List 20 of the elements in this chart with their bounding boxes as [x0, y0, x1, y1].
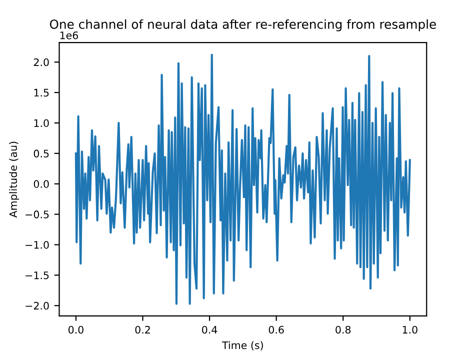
- y-tick-label: 0.0: [34, 180, 49, 188]
- x-tick-label: 0.2: [135, 326, 150, 334]
- x-tick-label: 1.0: [402, 326, 418, 334]
- x-tick-label: 0.8: [336, 326, 351, 334]
- y-tick-label: −0.5: [26, 210, 49, 218]
- x-tick-label: 0.0: [68, 326, 84, 334]
- x-tick-label: 0.4: [202, 326, 218, 334]
- x-tick-label: 0.6: [268, 326, 284, 334]
- y-tick-label: 0.5: [34, 150, 49, 158]
- y-tick-label: −1.5: [26, 272, 49, 280]
- chart-title: One channel of neural data after re-referencing from resample: [50, 19, 436, 32]
- y-axis-title: Amplitude (au): [9, 142, 20, 218]
- text: 1e6: [60, 31, 78, 40]
- y-tick-label: 1.5: [34, 88, 49, 97]
- x-axis-title: Time (s): [222, 341, 263, 350]
- y-tick-label: −1.0: [26, 240, 49, 249]
- line-series: [74, 54, 411, 305]
- y-tick-label: −2.0: [26, 302, 49, 310]
- y-tick-label: 2.0: [34, 58, 49, 66]
- y-tick-label: 1.0: [34, 119, 49, 128]
